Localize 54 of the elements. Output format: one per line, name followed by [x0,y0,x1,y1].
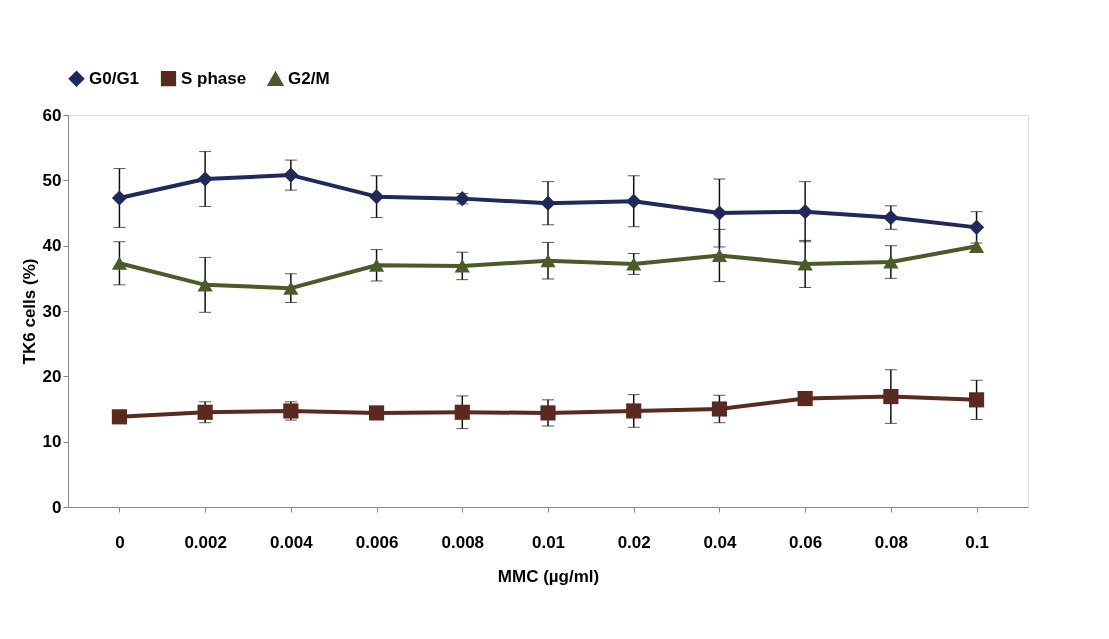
point [368,405,385,421]
point [368,258,385,272]
y-axis-title: TK6 cells (%) [19,258,39,365]
point [797,257,813,271]
point [454,259,470,273]
y-tick-label: 30 [42,301,62,321]
legend-label: G2/M [288,69,330,89]
point [797,204,813,220]
point [197,404,213,420]
point [626,257,642,271]
y-tick-label: 0 [52,497,62,517]
point [540,195,556,211]
point [968,392,985,408]
x-tick-label: 0.01 [531,532,566,552]
x-tick-label: 0.08 [874,532,908,552]
x-tick-label: 0.02 [617,532,651,552]
point [711,401,728,417]
point [626,403,642,419]
x-tick-label: 0.002 [184,532,227,552]
point [968,239,985,253]
point [454,404,470,420]
point [797,390,813,407]
x-axis-title: MMC (µg/ml) [497,566,600,586]
y-tick-label: 10 [42,432,62,452]
point [883,209,899,226]
point [283,167,299,183]
x-tick-label: 0.06 [789,532,823,552]
point [883,389,899,405]
point [283,281,299,295]
x-tick-label: 0 [115,532,125,552]
y-tick-label: 20 [42,366,62,386]
point [711,248,728,263]
point [540,254,556,268]
x-tick-label: 0.004 [270,532,314,552]
x-tick-label: 0.006 [355,532,399,552]
point [711,205,728,221]
point [111,409,128,425]
point [968,219,985,235]
legend-label: G0/G1 [89,68,140,88]
point [368,189,385,205]
y-tick-label: 50 [42,170,62,190]
point [111,190,128,206]
y-tick-label: 40 [42,236,62,256]
x-tick-label: 0.1 [965,532,989,552]
x-tick-label: 0.008 [441,532,485,552]
x-tick-label: 0.04 [703,532,738,552]
point [197,278,213,292]
point [626,193,642,209]
point [883,255,899,269]
point [111,256,128,270]
legend-label: S phase [181,68,247,88]
point [540,405,556,421]
y-tick-label: 60 [42,105,62,125]
point [197,171,213,187]
